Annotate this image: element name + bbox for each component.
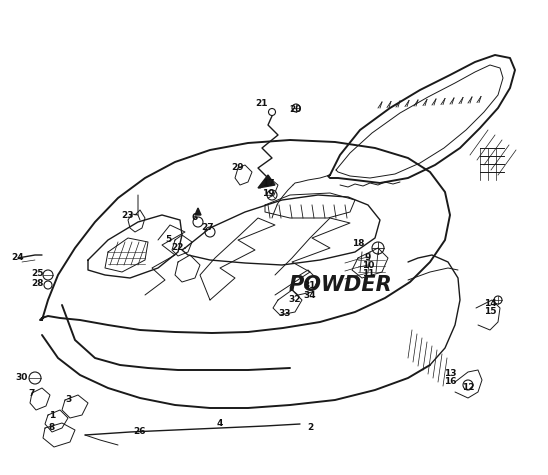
Text: 29: 29 bbox=[232, 163, 244, 172]
Text: 30: 30 bbox=[16, 373, 28, 382]
Text: 25: 25 bbox=[32, 268, 44, 277]
Text: 28: 28 bbox=[32, 278, 44, 287]
Text: 9: 9 bbox=[365, 253, 371, 262]
Text: 18: 18 bbox=[352, 238, 364, 247]
Text: 17: 17 bbox=[262, 179, 275, 188]
Text: 1: 1 bbox=[49, 410, 55, 419]
Text: POWDER: POWDER bbox=[288, 275, 392, 295]
Text: 34: 34 bbox=[304, 291, 316, 300]
Text: 11: 11 bbox=[362, 268, 374, 277]
Text: 2: 2 bbox=[307, 424, 313, 433]
Polygon shape bbox=[195, 208, 201, 215]
Text: 27: 27 bbox=[202, 224, 214, 232]
Text: 5: 5 bbox=[165, 236, 171, 245]
Text: 6: 6 bbox=[192, 213, 198, 222]
Text: 21: 21 bbox=[256, 98, 269, 107]
Text: 7: 7 bbox=[29, 389, 35, 398]
Text: 24: 24 bbox=[12, 254, 24, 263]
Text: 31: 31 bbox=[304, 281, 316, 289]
Text: 33: 33 bbox=[279, 308, 291, 317]
Text: 8: 8 bbox=[49, 424, 55, 433]
Text: 4: 4 bbox=[217, 418, 223, 428]
Polygon shape bbox=[258, 175, 275, 188]
Text: 22: 22 bbox=[172, 244, 184, 253]
Text: 19: 19 bbox=[262, 189, 275, 198]
Text: 23: 23 bbox=[122, 210, 134, 219]
Text: 16: 16 bbox=[444, 377, 456, 386]
Text: 14: 14 bbox=[484, 298, 496, 307]
Text: 20: 20 bbox=[289, 105, 301, 114]
Text: 10: 10 bbox=[362, 260, 374, 269]
Text: 3: 3 bbox=[65, 396, 71, 405]
Text: 26: 26 bbox=[134, 428, 146, 437]
Text: 12: 12 bbox=[462, 383, 474, 392]
Text: 32: 32 bbox=[289, 295, 301, 304]
Text: 13: 13 bbox=[444, 369, 456, 378]
Text: 15: 15 bbox=[484, 306, 496, 315]
